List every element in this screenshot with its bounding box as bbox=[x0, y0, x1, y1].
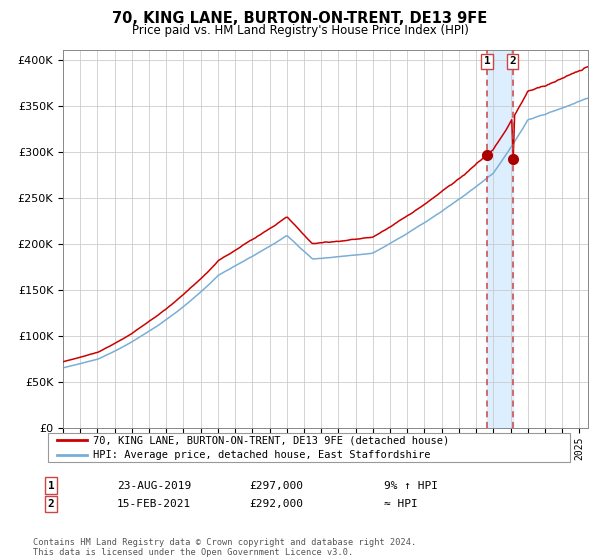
Text: 9% ↑ HPI: 9% ↑ HPI bbox=[384, 480, 438, 491]
Bar bbox=[487, 50, 512, 428]
Text: 70, KING LANE, BURTON-ON-TRENT, DE13 9FE (detached house): 70, KING LANE, BURTON-ON-TRENT, DE13 9FE… bbox=[93, 435, 449, 445]
Text: £292,000: £292,000 bbox=[249, 499, 303, 509]
Text: 15-FEB-2021: 15-FEB-2021 bbox=[117, 499, 191, 509]
Text: 2: 2 bbox=[509, 56, 516, 66]
Text: HPI: Average price, detached house, East Staffordshire: HPI: Average price, detached house, East… bbox=[93, 450, 431, 460]
Text: Contains HM Land Registry data © Crown copyright and database right 2024.
This d: Contains HM Land Registry data © Crown c… bbox=[33, 538, 416, 557]
Text: 70, KING LANE, BURTON-ON-TRENT, DE13 9FE: 70, KING LANE, BURTON-ON-TRENT, DE13 9FE bbox=[112, 11, 488, 26]
Text: ≈ HPI: ≈ HPI bbox=[384, 499, 418, 509]
Text: 2: 2 bbox=[47, 499, 55, 509]
Text: Price paid vs. HM Land Registry's House Price Index (HPI): Price paid vs. HM Land Registry's House … bbox=[131, 24, 469, 36]
Text: 1: 1 bbox=[484, 56, 491, 66]
Text: £297,000: £297,000 bbox=[249, 480, 303, 491]
Text: 23-AUG-2019: 23-AUG-2019 bbox=[117, 480, 191, 491]
Text: 1: 1 bbox=[47, 480, 55, 491]
